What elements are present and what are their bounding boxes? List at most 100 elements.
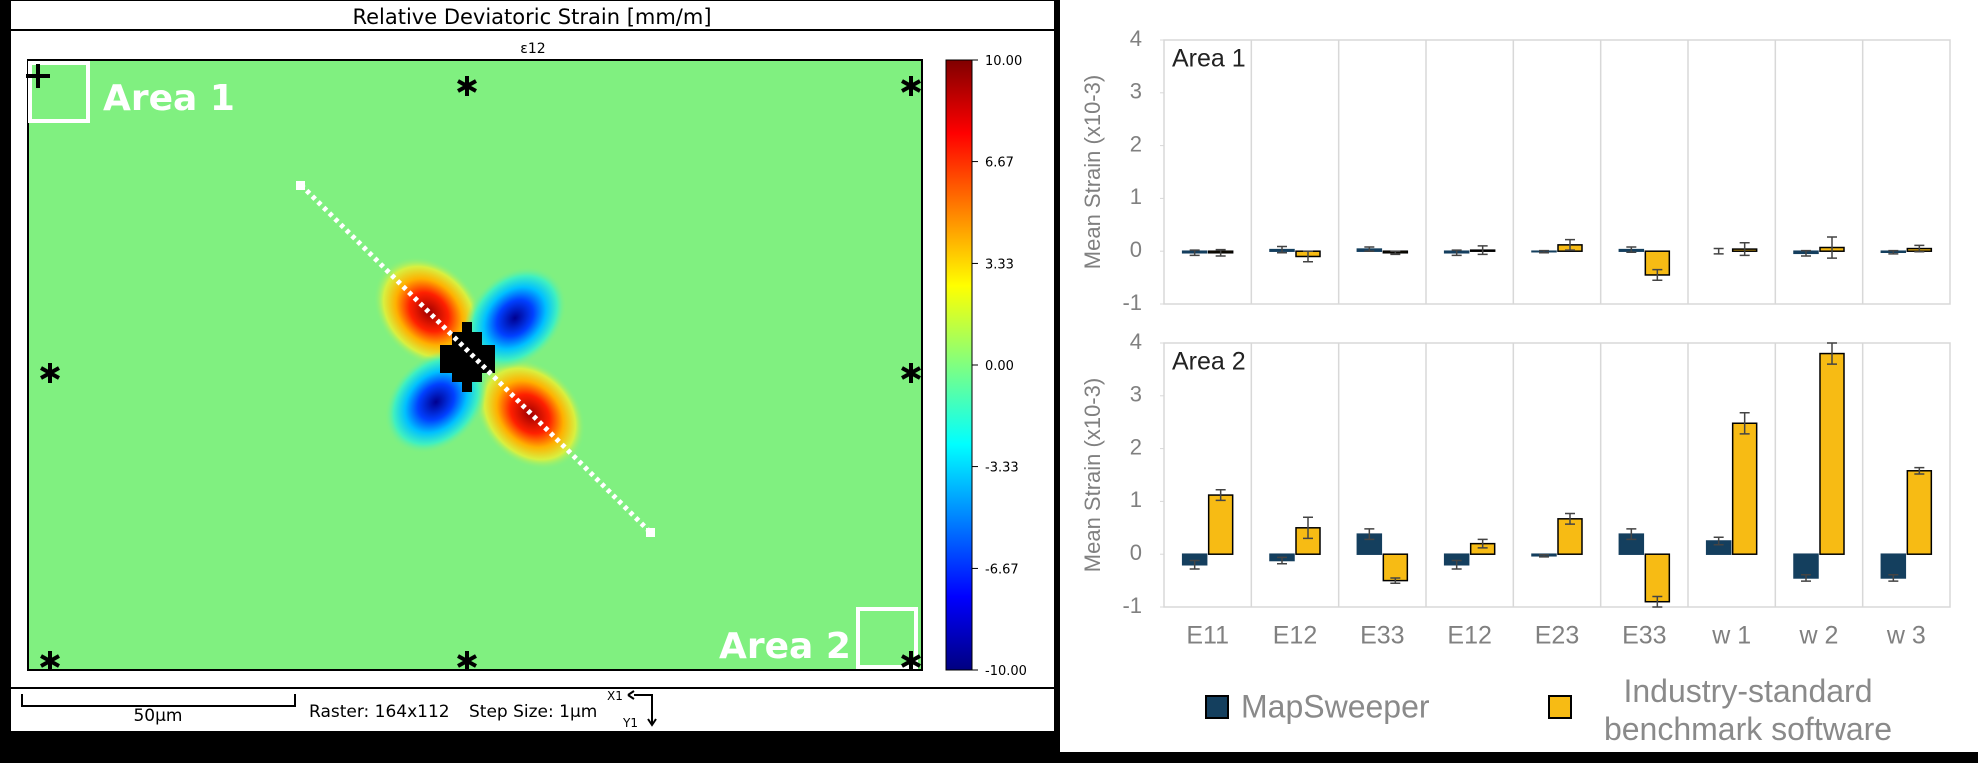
colorbar-tick-label: 0.00 bbox=[985, 359, 1014, 374]
error-bar bbox=[1801, 249, 1811, 257]
error-bar bbox=[1364, 246, 1375, 252]
error-bar bbox=[1565, 238, 1575, 251]
area-label: Area 2 bbox=[719, 626, 851, 667]
axis-y-label: Y1 bbox=[622, 716, 638, 730]
bar bbox=[1819, 352, 1845, 555]
legend-label: Industry-standard benchmark software bbox=[1603, 673, 1893, 747]
y-tick-label: 4 bbox=[1130, 329, 1142, 354]
bar bbox=[1557, 518, 1583, 555]
axis-arrows bbox=[627, 690, 657, 727]
y-tick-label: 0 bbox=[1130, 237, 1142, 262]
area-box bbox=[28, 61, 90, 123]
error-bar bbox=[1477, 538, 1488, 549]
y-tick-label: 0 bbox=[1130, 540, 1142, 565]
strain-map-panel: Relative Deviatoric Strain [mm/m] ε12 Ar… bbox=[9, 0, 1056, 733]
error-bar bbox=[1215, 248, 1226, 257]
error-bar bbox=[1539, 249, 1549, 254]
error-bar bbox=[1215, 489, 1226, 502]
colorbar-tick-label: -3.33 bbox=[985, 461, 1019, 476]
error-bar bbox=[1888, 249, 1899, 255]
error-bar bbox=[1626, 528, 1637, 541]
charts: -1 0 1 2 3 4 Area 1 Mean Strain (x10-3) -1 0 1 2 3 4 A… bbox=[1080, 26, 1951, 650]
y-tick-label: 2 bbox=[1130, 131, 1142, 156]
axis-x-label: X1 bbox=[607, 689, 623, 703]
error-bar bbox=[1390, 250, 1401, 256]
star bbox=[457, 651, 477, 671]
profile-line bbox=[299, 183, 652, 534]
area-label: Area 1 bbox=[103, 78, 235, 119]
bar bbox=[1207, 494, 1234, 555]
error-bar bbox=[1739, 242, 1750, 257]
legend-label: MapSweeper bbox=[1241, 688, 1430, 724]
scale-bar bbox=[21, 694, 296, 707]
colorbar-tick-label: 10.00 bbox=[985, 54, 1022, 69]
chart-title: Area 2 bbox=[1172, 348, 1246, 376]
profile-end bbox=[646, 528, 655, 537]
legend-swatch bbox=[1548, 695, 1572, 719]
star bbox=[901, 363, 921, 383]
x-tick-label: w 2 bbox=[1799, 622, 1839, 650]
chart-title: Area 1 bbox=[1172, 45, 1246, 73]
y-tick-label: 1 bbox=[1130, 184, 1142, 209]
error-bar bbox=[1189, 559, 1200, 570]
y-tick-label: -1 bbox=[1122, 593, 1142, 618]
error-bar bbox=[1539, 553, 1549, 558]
y-axis-label: Mean Strain (x10-3) bbox=[1080, 75, 1105, 269]
error-bar bbox=[1626, 246, 1637, 254]
colorbar-ticks: 10.00 6.67 3.33 0.00 -3.33 -6.67 -10.00 bbox=[972, 54, 1027, 679]
colorbar-tick-label: -10.00 bbox=[985, 664, 1027, 679]
star bbox=[40, 363, 60, 383]
scale-bar-label: 50µm bbox=[133, 706, 182, 726]
error-bar bbox=[1303, 250, 1313, 263]
x-tick-label: E33 bbox=[1360, 622, 1404, 650]
bar bbox=[1382, 553, 1409, 582]
error-bar bbox=[1303, 516, 1313, 540]
component-label: ε12 bbox=[520, 41, 545, 57]
x-tick-label: w 1 bbox=[1711, 622, 1751, 650]
x-tick-label: E12 bbox=[1273, 622, 1317, 650]
error-bar bbox=[1713, 247, 1724, 255]
colorbar-tick-label: 6.67 bbox=[985, 156, 1014, 171]
step-info: Step Size: 1µm bbox=[469, 702, 597, 722]
colorbar-tick-label: -6.67 bbox=[985, 562, 1019, 577]
error-bar bbox=[1477, 245, 1488, 256]
origin-cross bbox=[26, 64, 50, 88]
colorbar bbox=[945, 59, 973, 671]
error-bar bbox=[1801, 574, 1811, 582]
y-tick-label: -1 bbox=[1122, 290, 1142, 315]
error-bar bbox=[1888, 574, 1899, 582]
x-tick-label: E12 bbox=[1447, 622, 1491, 650]
error-bar bbox=[1713, 536, 1724, 546]
error-bar bbox=[1390, 577, 1401, 584]
error-bar bbox=[1914, 244, 1925, 253]
bar bbox=[1731, 422, 1758, 555]
bar bbox=[1644, 553, 1671, 603]
star bbox=[40, 651, 60, 671]
raster-info: Raster: 164x112 bbox=[309, 702, 450, 722]
error-bar bbox=[1827, 236, 1837, 259]
star bbox=[901, 651, 921, 671]
star bbox=[457, 76, 477, 96]
map-title: Relative Deviatoric Strain [mm/m] bbox=[352, 5, 711, 29]
y-tick-label: 3 bbox=[1130, 79, 1142, 104]
plot-frame bbox=[1163, 342, 1951, 608]
error-bar bbox=[1652, 595, 1663, 608]
area-box bbox=[856, 607, 918, 669]
error-bar bbox=[1364, 528, 1375, 541]
x-tick-label: E23 bbox=[1535, 622, 1579, 650]
error-bar bbox=[1565, 512, 1575, 525]
error-bar bbox=[1739, 411, 1750, 435]
plot-frame bbox=[1163, 39, 1951, 305]
y-tick-label: 1 bbox=[1130, 487, 1142, 512]
star bbox=[901, 76, 921, 96]
y-tick-label: 4 bbox=[1130, 26, 1142, 51]
marker-stars bbox=[40, 76, 921, 671]
y-tick-label: 3 bbox=[1130, 382, 1142, 407]
error-bar bbox=[1189, 249, 1200, 257]
x-tick-label: w 3 bbox=[1886, 622, 1926, 650]
y-tick-label: 2 bbox=[1130, 434, 1142, 459]
y-axis-label: Mean Strain (x10-3) bbox=[1080, 378, 1105, 572]
error-bar bbox=[1451, 249, 1462, 257]
